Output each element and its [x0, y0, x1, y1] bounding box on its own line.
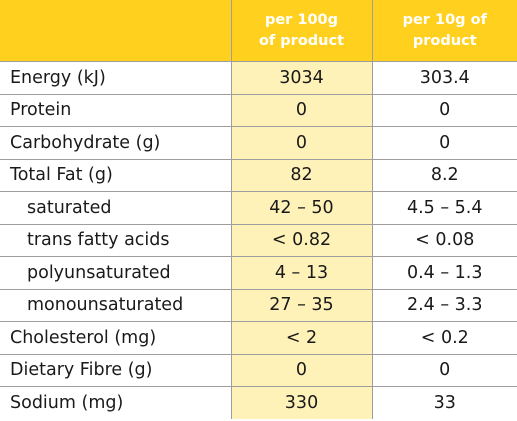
- nutrient-label: Energy (kJ): [0, 61, 232, 95]
- value-per-10g: 0: [371, 93, 517, 127]
- table-row: Energy (kJ) 3034 303.4: [0, 61, 517, 95]
- value-per-100g: 0: [230, 93, 373, 127]
- table-row: saturated 42 – 50 4.5 – 5.4: [0, 191, 517, 225]
- header-per-100g-line1: per 100g: [264, 11, 339, 28]
- value-per-10g: 2.4 – 3.3: [371, 288, 517, 322]
- value-per-100g: 330: [230, 386, 373, 419]
- table-body: Energy (kJ) 3034 303.4 Protein 0 0 Carbo…: [0, 61, 517, 419]
- header-per-10g: per 10g of product: [371, 0, 517, 62]
- header-per-100g-line2: of product: [258, 32, 345, 49]
- value-per-10g: < 0.2: [371, 321, 517, 355]
- header-row: per 100g of product per 10g of product: [0, 0, 517, 62]
- table-row: Dietary Fibre (g) 0 0: [0, 353, 517, 387]
- value-per-10g: 33: [371, 386, 517, 419]
- value-per-100g: 0: [230, 353, 373, 387]
- header-per-100g: per 100g of product: [230, 0, 373, 62]
- value-per-100g: < 0.82: [230, 223, 373, 257]
- nutrient-sublabel: saturated: [0, 191, 232, 225]
- header-per-10g-line2: product: [412, 32, 477, 49]
- value-per-10g: 303.4: [371, 61, 517, 95]
- value-per-100g: 3034: [230, 61, 373, 95]
- value-per-10g: 0.4 – 1.3: [371, 256, 517, 290]
- nutrient-sublabel: polyunsaturated: [0, 256, 232, 290]
- value-per-10g: < 0.08: [371, 223, 517, 257]
- value-per-100g: 42 – 50: [230, 191, 373, 225]
- table-row: trans fatty acids < 0.82 < 0.08: [0, 223, 517, 257]
- value-per-100g: 4 – 13: [230, 256, 373, 290]
- nutrient-label: Carbohydrate (g): [0, 126, 232, 160]
- table-row: polyunsaturated 4 – 13 0.4 – 1.3: [0, 256, 517, 290]
- header-blank-cell: [0, 0, 232, 62]
- nutrient-label: Dietary Fibre (g): [0, 353, 232, 387]
- value-per-10g: 4.5 – 5.4: [371, 191, 517, 225]
- nutrient-sublabel: monounsaturated: [0, 288, 232, 322]
- nutrient-label: Total Fat (g): [0, 158, 232, 192]
- table-row: monounsaturated 27 – 35 2.4 – 3.3: [0, 288, 517, 322]
- value-per-100g: < 2: [230, 321, 373, 355]
- value-per-100g: 27 – 35: [230, 288, 373, 322]
- value-per-10g: 0: [371, 353, 517, 387]
- value-per-10g: 8.2: [371, 158, 517, 192]
- nutrient-sublabel: trans fatty acids: [0, 223, 232, 257]
- value-per-10g: 0: [371, 126, 517, 160]
- table-row: Sodium (mg) 330 33: [0, 386, 517, 419]
- table-row: Protein 0 0: [0, 93, 517, 127]
- value-per-100g: 82: [230, 158, 373, 192]
- nutrient-label: Sodium (mg): [0, 386, 232, 419]
- header-per-10g-line1: per 10g of: [402, 11, 487, 28]
- value-per-100g: 0: [230, 126, 373, 160]
- table-row: Total Fat (g) 82 8.2: [0, 158, 517, 192]
- nutrient-label: Protein: [0, 93, 232, 127]
- table-row: Carbohydrate (g) 0 0: [0, 126, 517, 160]
- nutrient-label: Cholesterol (mg): [0, 321, 232, 355]
- table-row: Cholesterol (mg) < 2 < 0.2: [0, 321, 517, 355]
